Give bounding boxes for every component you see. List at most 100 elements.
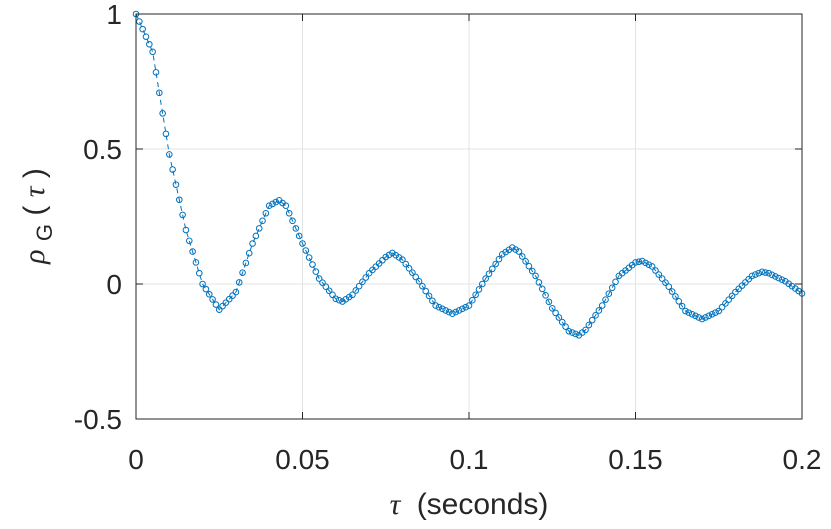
data-point — [172, 181, 180, 188]
data-point — [698, 315, 706, 323]
data-point — [635, 258, 643, 266]
data-point — [175, 196, 183, 204]
data-point — [645, 261, 653, 268]
data-point — [325, 287, 333, 295]
data-point — [402, 260, 410, 268]
data-point — [672, 293, 679, 300]
data-point — [215, 306, 223, 313]
data-point — [632, 259, 639, 266]
data-point — [219, 302, 226, 310]
data-point — [432, 302, 440, 309]
data-point — [299, 240, 306, 247]
data-point — [542, 292, 549, 299]
data-point — [708, 310, 716, 318]
data-point — [442, 307, 449, 314]
data-point — [385, 251, 393, 259]
data-point — [572, 330, 579, 338]
y-tick-label: 1 — [106, 0, 122, 30]
data-point — [319, 279, 326, 286]
x-tick-label: 0 — [128, 444, 144, 475]
data-point — [492, 260, 499, 268]
data-point — [435, 303, 443, 311]
data-point — [332, 295, 340, 303]
data-point — [242, 259, 250, 267]
data-point — [642, 259, 649, 267]
data-point — [522, 258, 529, 265]
x-axis-label: τ (seconds) — [390, 488, 549, 521]
data-point — [602, 296, 609, 303]
y-axis-label-arg: τ — [18, 185, 51, 197]
data-point — [648, 263, 656, 270]
data-point — [588, 316, 596, 324]
data-point — [512, 246, 519, 253]
data-point — [658, 275, 666, 282]
data-point — [499, 251, 506, 258]
data-point — [225, 295, 233, 303]
data-point — [229, 292, 236, 299]
data-point — [728, 292, 736, 300]
data-point — [335, 296, 343, 304]
data-point — [475, 286, 483, 293]
data-point — [705, 312, 713, 320]
data-point — [765, 269, 773, 277]
series-layer — [132, 10, 806, 339]
data-point — [265, 202, 273, 209]
data-point — [422, 287, 430, 295]
data-point — [285, 209, 293, 217]
data-point — [762, 269, 769, 276]
data-point — [259, 217, 266, 225]
data-point — [462, 303, 469, 311]
data-point — [315, 275, 323, 282]
data-point — [152, 69, 160, 76]
data-point — [768, 271, 776, 279]
data-point — [189, 248, 196, 255]
data-point — [495, 255, 503, 263]
data-point — [668, 288, 676, 295]
data-point — [159, 110, 166, 117]
data-point — [518, 253, 526, 260]
y-axis-ticks: -0.5 0 0.5 1 — [74, 0, 802, 435]
data-point — [682, 307, 689, 315]
data-point — [146, 40, 153, 48]
data-point — [605, 290, 613, 298]
data-point — [205, 290, 213, 298]
data-point — [692, 312, 699, 320]
data-point — [262, 209, 270, 217]
data-point — [199, 280, 206, 288]
data-point — [552, 309, 559, 317]
x-tick-label: 0.1 — [450, 444, 489, 475]
data-point — [322, 283, 330, 291]
data-point — [312, 268, 320, 275]
data-point — [718, 303, 726, 311]
data-point — [755, 269, 763, 277]
data-point — [295, 232, 303, 240]
data-point — [452, 308, 459, 316]
data-point — [595, 307, 603, 314]
data-point — [608, 284, 616, 292]
data-point — [489, 265, 496, 273]
data-point — [538, 285, 546, 293]
data-point — [292, 225, 300, 232]
data-point — [662, 279, 669, 286]
data-point — [508, 244, 516, 251]
data-point — [638, 257, 646, 265]
data-point — [479, 280, 486, 288]
data-point — [395, 254, 403, 261]
data-point — [688, 310, 696, 318]
data-point — [305, 254, 313, 261]
data-point — [222, 299, 230, 306]
data-point — [525, 262, 533, 270]
y-axis-label-paren-open: ( — [18, 206, 51, 216]
data-point — [252, 232, 260, 240]
data-point — [439, 305, 446, 313]
data-point — [289, 217, 296, 225]
data-point — [712, 309, 719, 316]
data-point — [598, 302, 606, 309]
data-point — [162, 130, 170, 138]
data-point — [515, 248, 523, 255]
data-point — [449, 310, 456, 318]
data-point — [582, 326, 589, 334]
data-point — [592, 312, 599, 319]
data-point — [652, 267, 659, 274]
data-point — [695, 314, 703, 321]
